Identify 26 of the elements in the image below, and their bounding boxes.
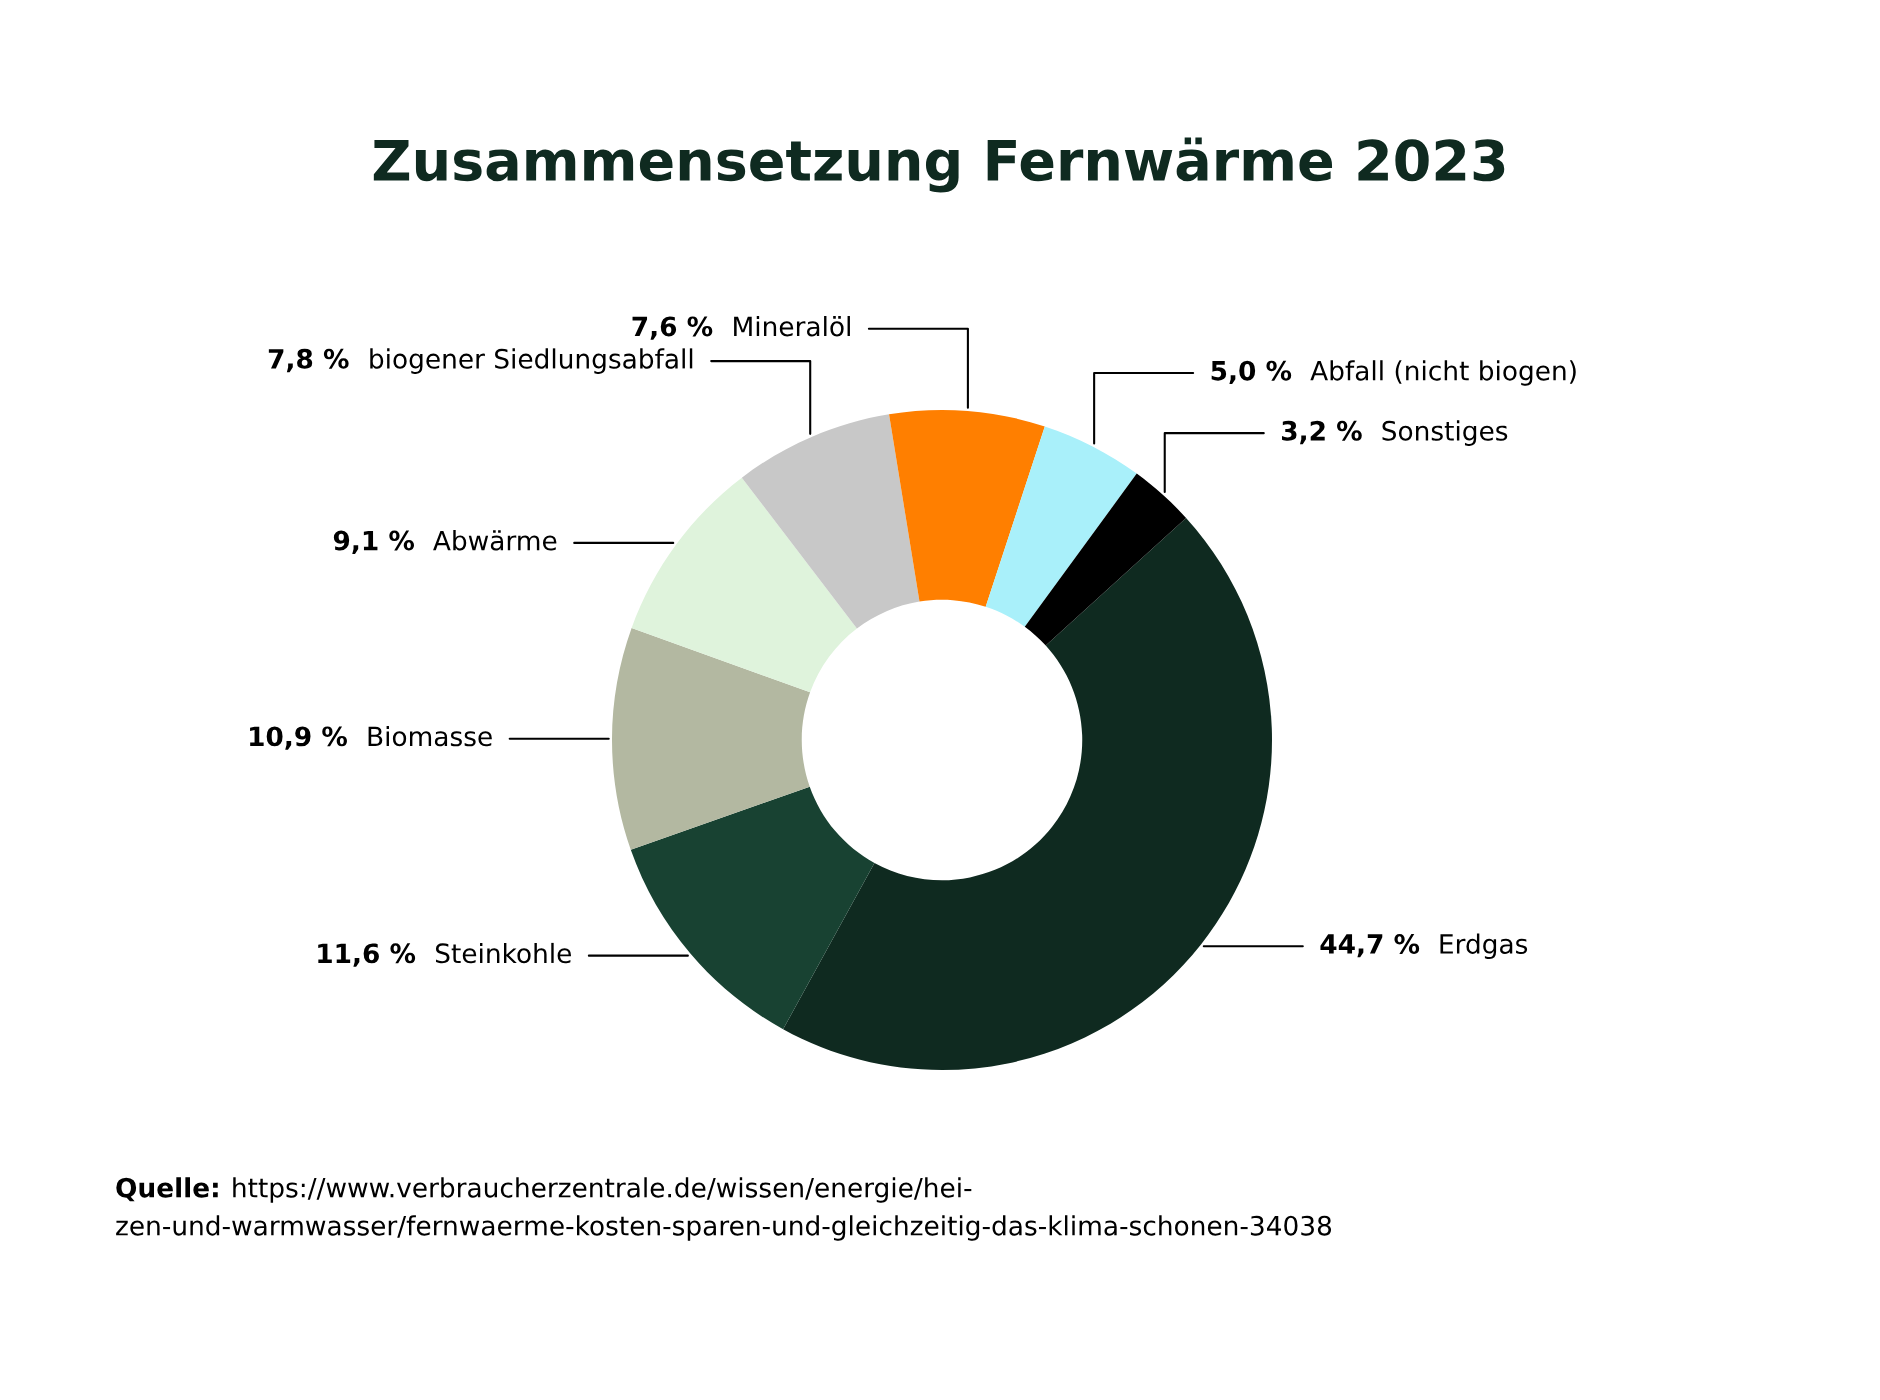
chart-title: Zusammensetzung Fernwärme 2023 (373, 137, 1505, 193)
slice-label: biogener Siedlungsabfall (370, 348, 693, 374)
slice-label: Mineralöl (734, 315, 850, 337)
donut-slice (631, 477, 857, 693)
slice-label: Abwärme (433, 530, 557, 551)
data-label: 7,8 % (268, 348, 349, 373)
donut-slice (889, 410, 1045, 607)
donut-slice (630, 786, 875, 1030)
data-label: 44,7 % (1320, 934, 1420, 958)
donut-slice (783, 517, 1272, 1070)
slice-label: Abfall (nicht biogen) (1310, 360, 1576, 386)
data-label: 10,9 % (250, 726, 347, 750)
slice-label: Erdgas (1440, 933, 1528, 960)
data-label: 3,2 % (1282, 420, 1362, 445)
donut-slice (1024, 473, 1187, 646)
slice-label: Biomasse (368, 725, 492, 747)
source-note: Quelle: https://www.verbraucherzentrale.de/wissen/energie/hei- zen-und-warmwasser/fernwaerme-kosten-sparen-und-gleichzeitig-das-klima-schonen-34038 (116, 1177, 1332, 1241)
data-label: 5,0 % (1211, 360, 1292, 385)
donut-slice (985, 426, 1137, 627)
data-label: 9,1 % (333, 530, 415, 554)
donut-slice (741, 414, 920, 629)
donut-slice (612, 627, 811, 850)
slice-label: Steinkohle (435, 942, 571, 964)
data-label: 11,6 % (318, 943, 416, 967)
data-label: 7,6 % (632, 316, 713, 340)
slice-label: Sonstiges (1382, 420, 1508, 446)
